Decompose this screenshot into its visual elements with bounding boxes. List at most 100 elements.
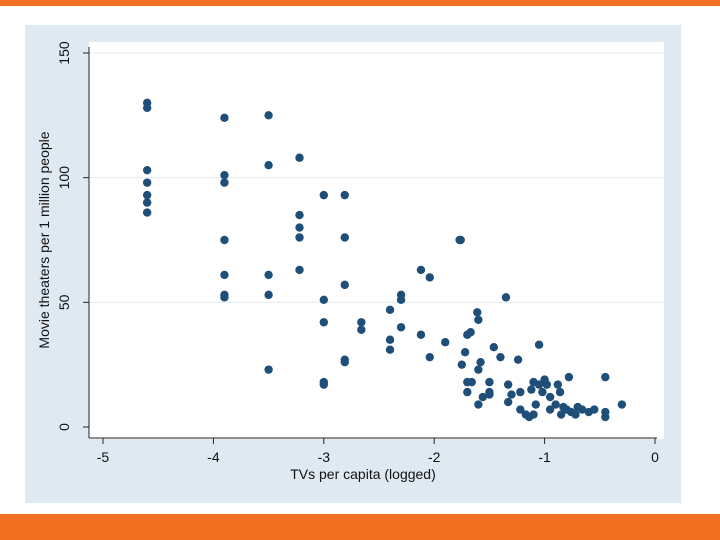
y-tick-label: 100: [56, 166, 72, 190]
data-point: [460, 348, 470, 357]
data-point: [545, 392, 555, 402]
data-point: [527, 385, 536, 394]
data-point: [340, 280, 349, 290]
data-point: [534, 380, 544, 389]
data-point: [542, 380, 552, 389]
data-point: [220, 170, 229, 180]
data-point: [467, 377, 476, 387]
data-point: [142, 178, 152, 187]
data-point: [295, 210, 304, 220]
x-tick-label: -3: [318, 449, 331, 465]
data-point: [556, 410, 566, 419]
x-tick-label: -2: [428, 449, 441, 465]
data-point: [545, 405, 555, 414]
y-tick-label: 50: [56, 294, 72, 310]
data-point: [501, 293, 511, 302]
grid-lines: [89, 52, 664, 303]
data-point: [385, 335, 395, 344]
data-point: [264, 111, 273, 120]
data-point: [474, 400, 483, 409]
data-point: [385, 345, 395, 354]
data-point: [485, 387, 494, 397]
x-axis-title: TVs per capita (logged): [290, 466, 436, 482]
data-point: [396, 323, 406, 332]
y-tick-label: 0: [56, 423, 72, 431]
data-point: [357, 318, 366, 327]
data-point: [264, 161, 273, 170]
scatter-chart: -5 -4 -3 -2 -1 0 0 50 100 150 TVs per capita (lo…: [25, 25, 681, 503]
x-tick-label: 0: [651, 449, 659, 465]
data-point: [416, 265, 426, 275]
data-point: [319, 318, 328, 327]
data-point: [385, 305, 395, 315]
data-points: [142, 98, 627, 422]
top-accent-bar: [0, 0, 720, 6]
data-point: [456, 235, 465, 245]
x-tick-label: -4: [207, 449, 220, 465]
data-point: [555, 387, 565, 397]
x-tick-label: -1: [538, 449, 551, 465]
data-point: [396, 295, 406, 305]
data-point: [295, 265, 304, 275]
data-point: [319, 380, 328, 389]
data-point: [416, 330, 426, 339]
data-point: [473, 308, 482, 317]
data-point: [295, 223, 304, 232]
data-point: [340, 357, 349, 367]
data-point: [474, 315, 483, 324]
data-point: [601, 412, 610, 422]
data-point: [513, 355, 523, 364]
data-point: [478, 392, 487, 402]
data-point: [463, 387, 472, 397]
data-point: [142, 208, 152, 217]
data-point: [220, 113, 229, 123]
y-axis-title: Movie theaters per 1 million people: [36, 131, 52, 348]
data-point: [357, 325, 366, 334]
data-point: [474, 365, 483, 374]
data-point: [142, 190, 152, 200]
data-point: [142, 165, 152, 175]
data-point: [529, 410, 538, 419]
data-point: [319, 295, 328, 305]
data-point: [503, 397, 513, 407]
bottom-accent-bar: [0, 514, 720, 540]
data-point: [425, 273, 434, 282]
data-point: [507, 390, 516, 399]
data-point: [531, 400, 540, 409]
data-point: [220, 270, 229, 280]
data-point: [577, 405, 587, 414]
data-point: [590, 405, 599, 414]
data-point: [457, 360, 466, 369]
data-point: [425, 352, 434, 362]
data-point: [617, 400, 627, 409]
data-point: [220, 178, 229, 187]
data-point: [534, 340, 544, 349]
data-point: [553, 380, 563, 389]
data-point: [142, 98, 152, 108]
data-point: [489, 343, 499, 352]
data-point: [496, 352, 505, 362]
data-point: [295, 153, 304, 162]
x-tick-label: -5: [97, 449, 110, 465]
data-point: [340, 190, 349, 200]
data-point: [503, 380, 513, 389]
data-point: [551, 400, 560, 409]
data-point: [441, 338, 450, 347]
x-axis-ticks: -5 -4 -3 -2 -1 0: [97, 438, 659, 465]
data-point: [466, 328, 475, 337]
data-point: [516, 387, 525, 397]
data-point: [264, 290, 273, 300]
data-point: [340, 233, 349, 242]
data-point: [538, 387, 547, 397]
data-point: [319, 190, 328, 200]
y-axis-ticks: 0 50 100 150: [56, 41, 89, 431]
data-point: [571, 410, 580, 419]
data-point: [264, 270, 273, 280]
axes: [88, 47, 657, 439]
plot-area: [89, 42, 664, 439]
data-point: [142, 198, 152, 207]
data-point: [295, 233, 304, 242]
data-point: [264, 365, 273, 374]
y-tick-label: 150: [56, 41, 72, 65]
data-point: [220, 235, 229, 245]
